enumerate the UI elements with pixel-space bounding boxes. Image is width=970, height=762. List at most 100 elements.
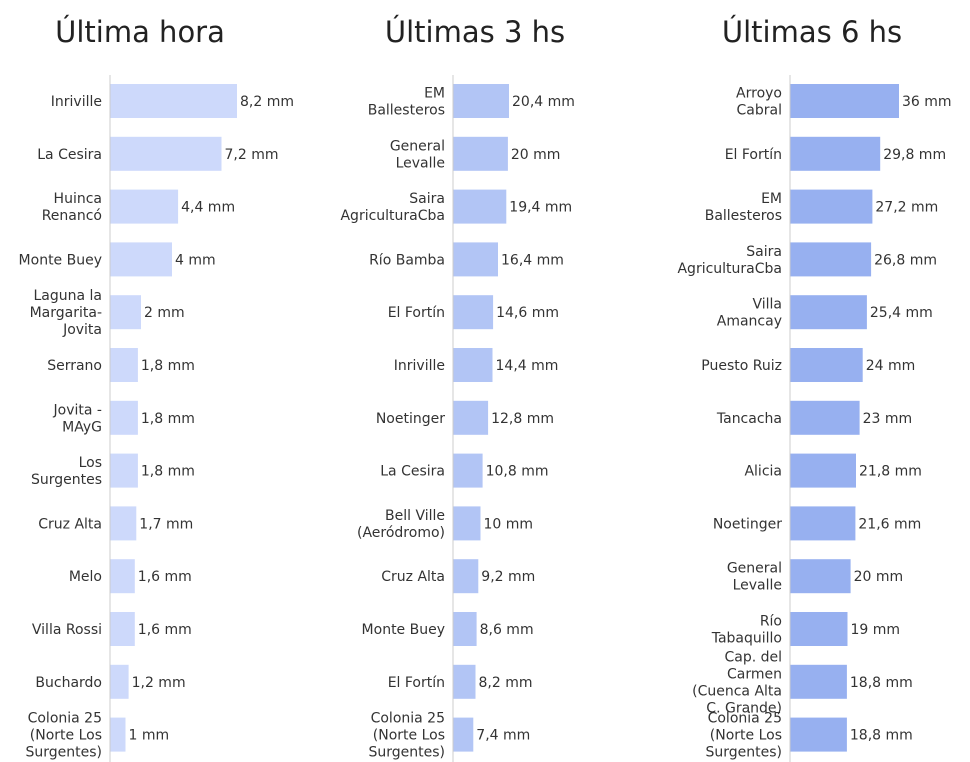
value-label: 14,4 mm [496,358,559,374]
value-label: 1,6 mm [138,622,192,638]
value-label: 1 mm [129,728,170,744]
category-label: Alicia [744,464,782,480]
value-label: 1,6 mm [138,569,192,585]
value-label: 12,8 mm [491,411,554,427]
bar [790,136,881,171]
category-label: General Levalle [727,561,782,594]
bar [790,506,856,541]
category-label: Laguna la Margarita-Jovita [30,288,102,338]
bar [110,664,129,699]
category-label: EM Ballesteros [705,191,782,224]
category-label: Huinca Renancó [42,191,102,224]
value-label: 20,4 mm [512,94,575,110]
bar [110,84,237,118]
value-label: 18,8 mm [850,728,913,744]
value-label: 8,2 mm [240,94,294,110]
value-label: 7,2 mm [225,147,279,163]
bar [453,612,477,646]
value-label: 7,4 mm [476,728,530,744]
chart-title-ultimas-6-hs: Últimas 6 hs [722,15,902,49]
bar [453,348,493,382]
value-label: 1,7 mm [139,516,193,532]
bar [790,189,873,224]
value-label: 10 mm [484,516,534,532]
category-label: Buchardo [35,675,102,691]
category-label: Villa Rossi [32,622,102,638]
bar [110,348,138,382]
bar [790,84,899,118]
value-label: 19 mm [851,622,901,638]
chart-title-ultima-hora: Última hora [55,15,225,49]
bar [453,84,509,118]
category-label: Melo [69,569,102,585]
bar [110,717,126,752]
category-label: Colonia 25 (Norte Los Surgentes) [368,711,445,761]
category-label: La Cesira [380,464,445,480]
category-label: El Fortín [388,675,445,691]
value-label: 20 mm [511,147,561,163]
value-label: 21,8 mm [859,464,922,480]
bar [453,453,483,488]
value-label: 16,4 mm [501,252,564,268]
bar [790,559,851,594]
value-label: 18,8 mm [850,675,913,691]
value-label: 4 mm [175,252,216,268]
category-label: Cap. del Carmen (Cuenca Alta C. Grande) [692,649,782,716]
bar [110,295,141,330]
value-label: 20 mm [854,569,904,585]
category-label: Noetinger [713,516,782,532]
category-label: Cruz Alta [38,516,102,532]
category-label: Noetinger [376,411,445,427]
chart-title-ultimas-3-hs: Últimas 3 hs [385,15,565,49]
bar [110,453,138,488]
category-label: Monte Buey [19,252,102,268]
value-label: 25,4 mm [870,305,933,321]
panel-ultimas-3-hs: Últimas 3 hs 20,4 mm EM Ballesteros 20 mm Ge… [340,15,575,762]
bar [453,136,508,171]
value-label: 19,4 mm [509,200,572,216]
value-label: 1,8 mm [141,411,195,427]
category-label: Puesto Ruiz [701,358,782,374]
category-label: Tancacha [716,411,782,427]
category-label: Saira AgriculturaCba [340,191,445,224]
value-label: 1,2 mm [132,675,186,691]
panel-ultima-hora: Última hora 8,2 mm Inriville 7,2 mm La Cesi… [19,15,294,762]
value-label: 9,2 mm [481,569,535,585]
panel-ultimas-6-hs: Últimas 6 hs 36 mm Arroyo Cabral 29,8 mm El … [677,15,952,762]
bar [453,664,476,699]
category-label: Monte Buey [362,622,445,638]
bar [110,400,138,435]
category-label: Inriville [394,358,445,374]
value-label: 14,6 mm [496,305,559,321]
category-label: Inriville [51,94,102,110]
bar [453,189,507,224]
bar [453,717,474,752]
category-label: Serrano [47,358,102,374]
bar [790,348,863,382]
value-label: 21,6 mm [858,516,921,532]
value-label: 4,4 mm [181,200,235,216]
category-label: Río Bamba [369,252,445,268]
category-label: General Levalle [390,138,445,171]
category-label: EM Ballesteros [368,86,445,119]
bar [790,400,860,435]
category-label: Villa Amancay [717,297,782,330]
value-label: 26,8 mm [874,252,937,268]
value-label: 36 mm [902,94,952,110]
category-label: Río Tabaquillo [711,614,782,647]
value-label: 10,8 mm [486,464,549,480]
value-label: 24 mm [866,358,916,374]
category-label: El Fortín [388,305,445,321]
bar [453,559,479,594]
bar [110,189,179,224]
bar [790,453,856,488]
bar [790,664,847,699]
bar [790,717,847,752]
bar [110,506,137,541]
bar [453,400,489,435]
category-label: Arroyo Cabral [736,86,782,119]
category-label: Jovita -MAyG [53,402,102,435]
category-label: Bell Ville (Aeródromo) [357,508,445,541]
value-label: 1,8 mm [141,464,195,480]
